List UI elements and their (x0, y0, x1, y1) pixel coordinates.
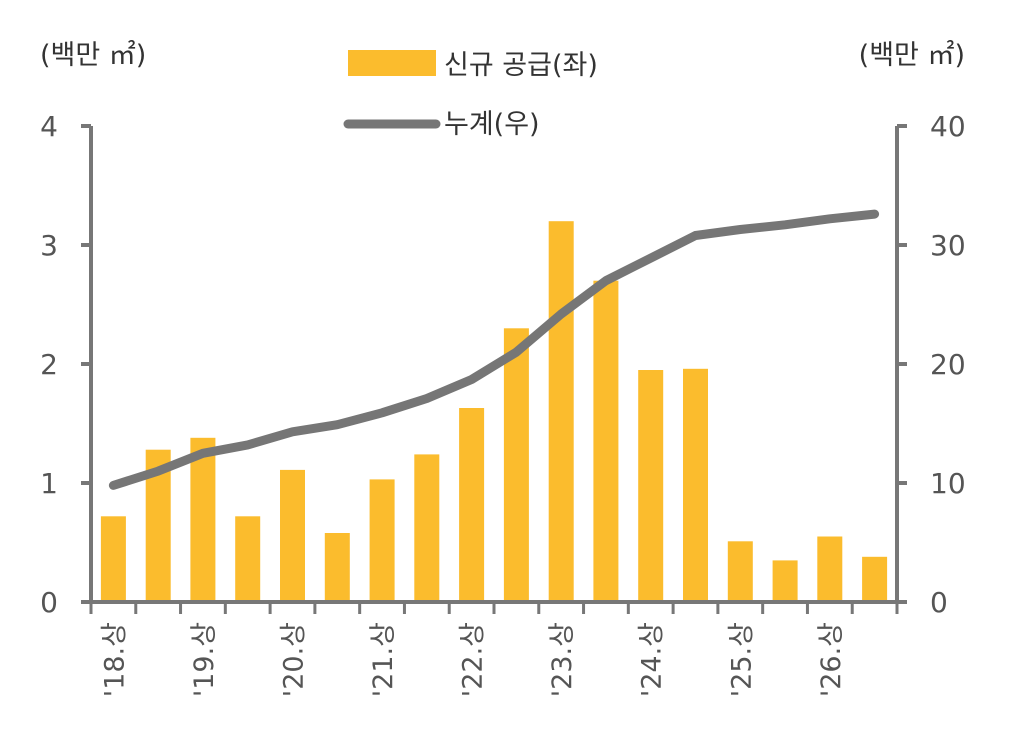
bar-15 (727, 541, 753, 602)
left-tick-label: 0 (40, 586, 58, 619)
axes (81, 124, 907, 614)
right-tick-label: 0 (930, 586, 948, 619)
x-tick-label: '22.상 (458, 622, 489, 697)
x-tick-label: '18.상 (99, 622, 130, 697)
bar-13 (638, 370, 664, 602)
bar-11 (548, 221, 574, 602)
bar-4 (235, 516, 261, 602)
left-tick-label: 2 (40, 348, 58, 381)
bar-6 (324, 533, 350, 602)
x-tick-label: '24.상 (637, 622, 668, 697)
right-tick-label: 20 (930, 348, 966, 381)
x-tick-label: '20.상 (279, 622, 310, 697)
left-tick-label: 3 (40, 229, 58, 262)
bar-10 (503, 328, 529, 602)
bar-9 (459, 408, 485, 602)
x-tick-label: '21.상 (368, 622, 399, 697)
bar-7 (369, 479, 395, 602)
bar-1 (100, 516, 126, 602)
bar-16 (772, 560, 798, 602)
x-tick-label: '19.상 (189, 622, 220, 697)
x-tick-label: '25.상 (726, 622, 757, 697)
bar-12 (593, 280, 619, 602)
x-tick-label: '23.상 (547, 622, 578, 697)
x-tick-label: '26.상 (816, 622, 847, 697)
bar-18 (862, 556, 888, 602)
bar-8 (414, 454, 440, 602)
legend-bar-label: 신규 공급(좌) (444, 50, 598, 81)
bar-14 (683, 368, 708, 602)
bar-5 (280, 469, 305, 602)
line-series (108, 209, 880, 490)
legend-line-label: 누계(우) (444, 109, 540, 140)
left-tick-label: 4 (40, 110, 58, 143)
right-axis-unit: (백만 ㎡) (859, 40, 965, 71)
right-tick-label: 40 (930, 110, 966, 143)
right-tick-label: 10 (930, 467, 966, 500)
left-axis-unit: (백만 ㎡) (40, 40, 146, 71)
cumulative-line (108, 209, 880, 490)
bar-series (100, 221, 888, 602)
bar-3 (190, 437, 216, 602)
right-tick-label: 30 (930, 229, 966, 262)
bar-17 (817, 536, 843, 602)
legend-bar-swatch (348, 50, 436, 76)
legend: 신규 공급(좌) 누계(우) (343, 50, 598, 140)
left-tick-label: 1 (40, 467, 58, 500)
